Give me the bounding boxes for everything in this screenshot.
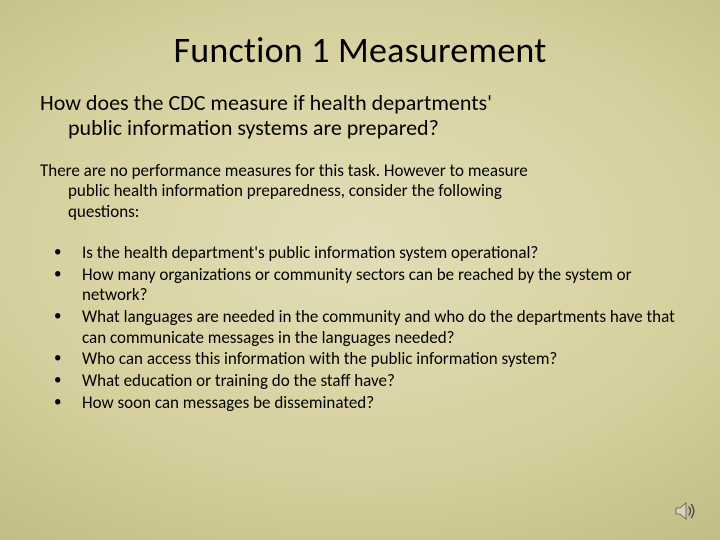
slide-title: Function 1 Measurement	[40, 28, 680, 72]
slide-intro: There are no performance measures for th…	[40, 161, 680, 223]
list-item: How many organizations or community sect…	[40, 265, 680, 306]
slide: Function 1 Measurement How does the CDC …	[0, 0, 720, 540]
bullet-list: Is the health department's public inform…	[40, 243, 680, 414]
list-item: Who can access this information with the…	[40, 349, 680, 370]
list-item: What education or training do the staff …	[40, 371, 680, 392]
list-item: Is the health department's public inform…	[40, 243, 680, 264]
slide-question: How does the CDC measure if health depar…	[40, 90, 680, 141]
list-item: How soon can messages be disseminated?	[40, 393, 680, 414]
intro-line2: public health information preparedness, …	[40, 181, 680, 202]
list-item: What languages are needed in the communi…	[40, 307, 680, 348]
question-line2: public information systems are prepared?	[40, 115, 680, 140]
question-line1: How does the CDC measure if health depar…	[40, 89, 492, 116]
speaker-icon	[674, 500, 698, 522]
intro-line3: questions:	[40, 202, 680, 223]
intro-line1: There are no performance measures for th…	[40, 160, 528, 181]
